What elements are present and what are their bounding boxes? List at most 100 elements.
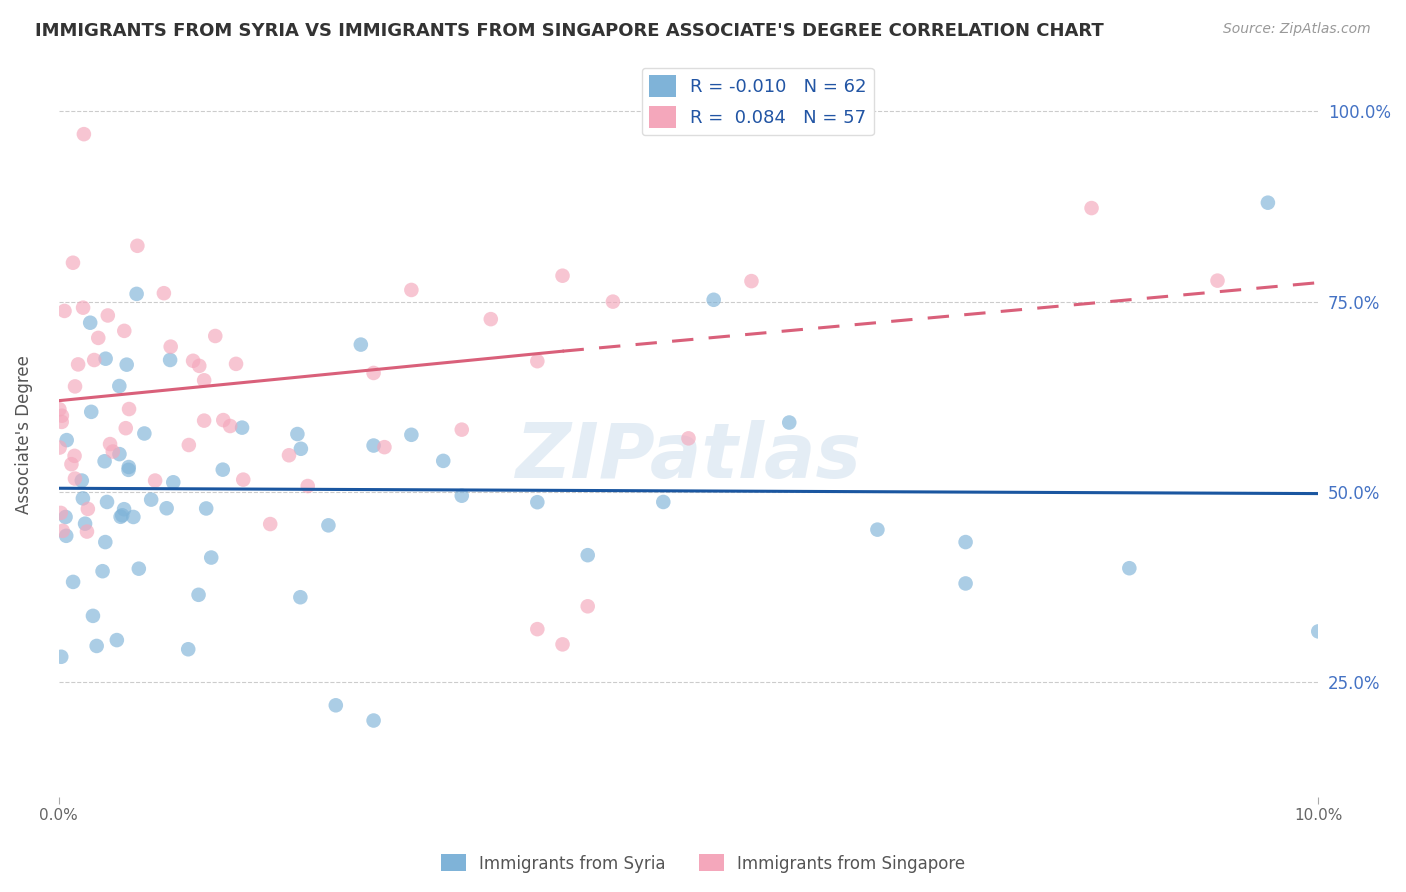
Point xyxy=(87,331,110,345)
Point xyxy=(156,501,179,516)
Point xyxy=(287,427,309,442)
Point xyxy=(125,286,148,301)
Point xyxy=(703,293,725,307)
Point xyxy=(76,502,98,516)
Point xyxy=(204,329,226,343)
Point xyxy=(63,449,86,463)
Point xyxy=(72,301,94,315)
Point xyxy=(450,423,472,437)
Point xyxy=(112,324,135,338)
Point xyxy=(101,444,124,458)
Point xyxy=(117,463,139,477)
Point xyxy=(602,294,624,309)
Point xyxy=(363,714,385,728)
Point xyxy=(551,268,574,283)
Point xyxy=(91,564,114,578)
Point xyxy=(93,454,115,468)
Point xyxy=(143,474,166,488)
Point xyxy=(118,460,141,475)
Point xyxy=(83,353,105,368)
Point xyxy=(96,495,118,509)
Point xyxy=(62,256,84,270)
Point xyxy=(128,562,150,576)
Point xyxy=(1118,561,1140,575)
Point xyxy=(401,283,423,297)
Point xyxy=(51,409,73,423)
Point xyxy=(118,402,141,417)
Point xyxy=(866,523,889,537)
Point xyxy=(110,509,132,524)
Point xyxy=(363,366,385,380)
Point xyxy=(1080,201,1102,215)
Point xyxy=(778,416,800,430)
Legend: Immigrants from Syria, Immigrants from Singapore: Immigrants from Syria, Immigrants from S… xyxy=(434,847,972,880)
Point xyxy=(576,548,599,562)
Point xyxy=(72,491,94,506)
Point xyxy=(177,642,200,657)
Point xyxy=(70,474,93,488)
Point xyxy=(177,438,200,452)
Point xyxy=(134,426,156,441)
Point xyxy=(678,431,700,445)
Point xyxy=(373,440,395,454)
Point xyxy=(63,471,86,485)
Point xyxy=(82,608,104,623)
Point xyxy=(105,633,128,648)
Point xyxy=(1308,624,1330,639)
Point xyxy=(193,373,215,387)
Point xyxy=(350,337,373,351)
Point xyxy=(108,379,131,393)
Point xyxy=(526,495,548,509)
Point xyxy=(551,637,574,651)
Point xyxy=(231,420,253,434)
Point xyxy=(212,413,235,427)
Point xyxy=(955,576,977,591)
Point xyxy=(86,639,108,653)
Point xyxy=(193,414,215,428)
Point xyxy=(94,351,117,366)
Point xyxy=(219,419,242,434)
Point xyxy=(159,353,181,368)
Point xyxy=(51,649,73,664)
Point xyxy=(48,402,70,417)
Point xyxy=(187,588,209,602)
Point xyxy=(55,433,77,447)
Point xyxy=(576,599,599,614)
Point xyxy=(52,524,75,538)
Point xyxy=(127,239,149,253)
Point xyxy=(94,535,117,549)
Point xyxy=(60,457,83,471)
Point xyxy=(76,524,98,539)
Point xyxy=(363,438,385,452)
Point xyxy=(97,309,120,323)
Point xyxy=(79,316,101,330)
Point xyxy=(49,506,72,520)
Point xyxy=(162,475,184,490)
Point xyxy=(159,340,181,354)
Point xyxy=(67,358,90,372)
Point xyxy=(1257,195,1279,210)
Point xyxy=(232,473,254,487)
Point xyxy=(652,495,675,509)
Point xyxy=(526,354,548,368)
Point xyxy=(112,502,135,516)
Point xyxy=(200,550,222,565)
Point xyxy=(740,274,762,288)
Point xyxy=(188,359,211,373)
Point xyxy=(1206,274,1229,288)
Point xyxy=(63,379,86,393)
Point xyxy=(48,441,70,455)
Point xyxy=(401,427,423,442)
Point xyxy=(211,463,233,477)
Point xyxy=(111,508,134,523)
Point xyxy=(62,574,84,589)
Point xyxy=(115,358,138,372)
Point xyxy=(51,415,73,429)
Point xyxy=(290,591,312,605)
Point xyxy=(181,353,204,368)
Point xyxy=(108,447,131,461)
Point xyxy=(195,501,218,516)
Point xyxy=(73,127,96,141)
Point xyxy=(153,286,176,301)
Point xyxy=(98,437,121,451)
